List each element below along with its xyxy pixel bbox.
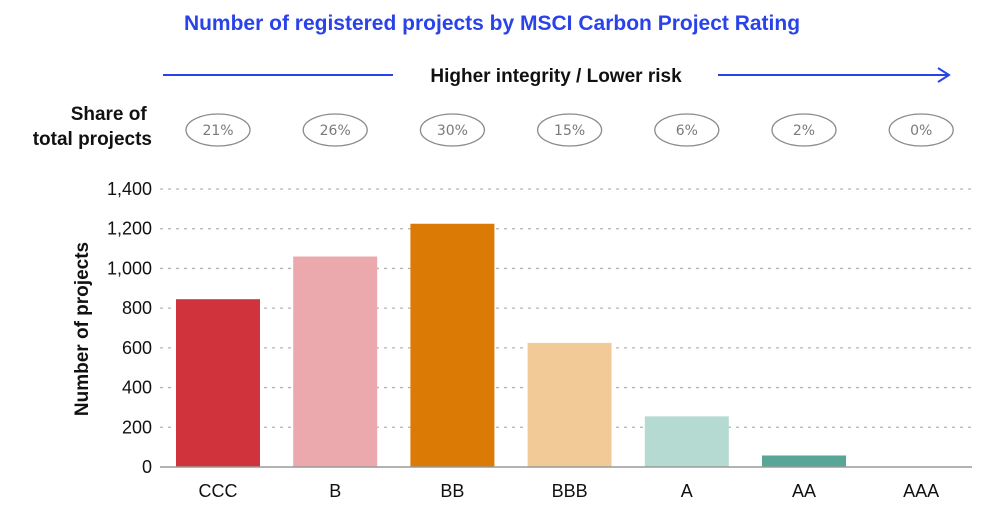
share-pill-outline — [185, 113, 251, 147]
x-tick-label: BB — [440, 481, 464, 501]
y-tick-labels: 0 200 400 600 800 1,000 1,200 1,400 — [107, 179, 152, 477]
share-value: 30% — [437, 123, 468, 139]
y-tick-label: 600 — [122, 338, 152, 358]
y-tick-label: 1,200 — [107, 219, 152, 239]
bars — [176, 223, 846, 467]
bar-bb — [410, 223, 495, 467]
share-heading: Share of total projects — [33, 104, 152, 150]
bar-aa — [762, 455, 846, 467]
bar-bbb — [527, 342, 612, 467]
share-heading-line-2: total projects — [33, 129, 152, 150]
share-pill: 0% — [888, 113, 954, 147]
x-tick-label: CCC — [199, 481, 238, 501]
share-value: 21% — [202, 123, 233, 139]
y-tick-label: 0 — [142, 457, 152, 477]
x-tick-label: AA — [792, 481, 816, 501]
share-pill: 30% — [419, 113, 486, 147]
y-tick-label: 400 — [122, 378, 152, 398]
share-heading-line-1: Share of — [71, 104, 148, 125]
bar-b — [293, 256, 378, 467]
share-pill-outline — [536, 113, 603, 147]
arrow-label: Higher integrity / Lower risk — [430, 66, 682, 87]
bar-a — [644, 416, 729, 467]
x-tick-label: BBB — [552, 481, 588, 501]
share-pill: 26% — [302, 113, 368, 147]
share-value: 15% — [554, 123, 585, 139]
y-tick-label: 1,400 — [107, 179, 152, 199]
x-tick-label: AAA — [903, 481, 939, 501]
y-tick-label: 800 — [122, 298, 152, 318]
share-pill-outline — [771, 113, 837, 147]
integrity-arrow: Higher integrity / Lower risk — [163, 66, 951, 87]
share-pill-outline — [888, 113, 954, 147]
share-pill-outline — [419, 113, 486, 147]
share-pills: 21% 26% 30% 15% 6% 2% 0% — [185, 113, 954, 147]
share-pill: 21% — [185, 113, 251, 147]
share-pill-outline — [654, 113, 720, 147]
share-pill: 2% — [771, 113, 837, 147]
x-tick-labels: CCC B BB BBB A AA AAA — [199, 481, 940, 501]
y-tick-label: 1,000 — [107, 258, 152, 278]
share-pill-outline — [302, 113, 368, 147]
share-value: 2% — [793, 123, 815, 139]
y-tick-label: 200 — [122, 417, 152, 437]
arrow-head — [937, 67, 951, 83]
y-axis-label: Number of projects — [72, 242, 93, 416]
share-pill: 15% — [536, 113, 603, 147]
share-pill: 6% — [654, 113, 720, 147]
chart-title: Number of registered projects by MSCI Ca… — [184, 12, 800, 35]
share-value: 26% — [320, 123, 351, 139]
x-tick-label: B — [329, 481, 341, 501]
share-value: 0% — [910, 123, 932, 139]
share-value: 6% — [676, 123, 698, 139]
x-tick-label: A — [681, 481, 693, 501]
bar-ccc — [176, 299, 260, 467]
